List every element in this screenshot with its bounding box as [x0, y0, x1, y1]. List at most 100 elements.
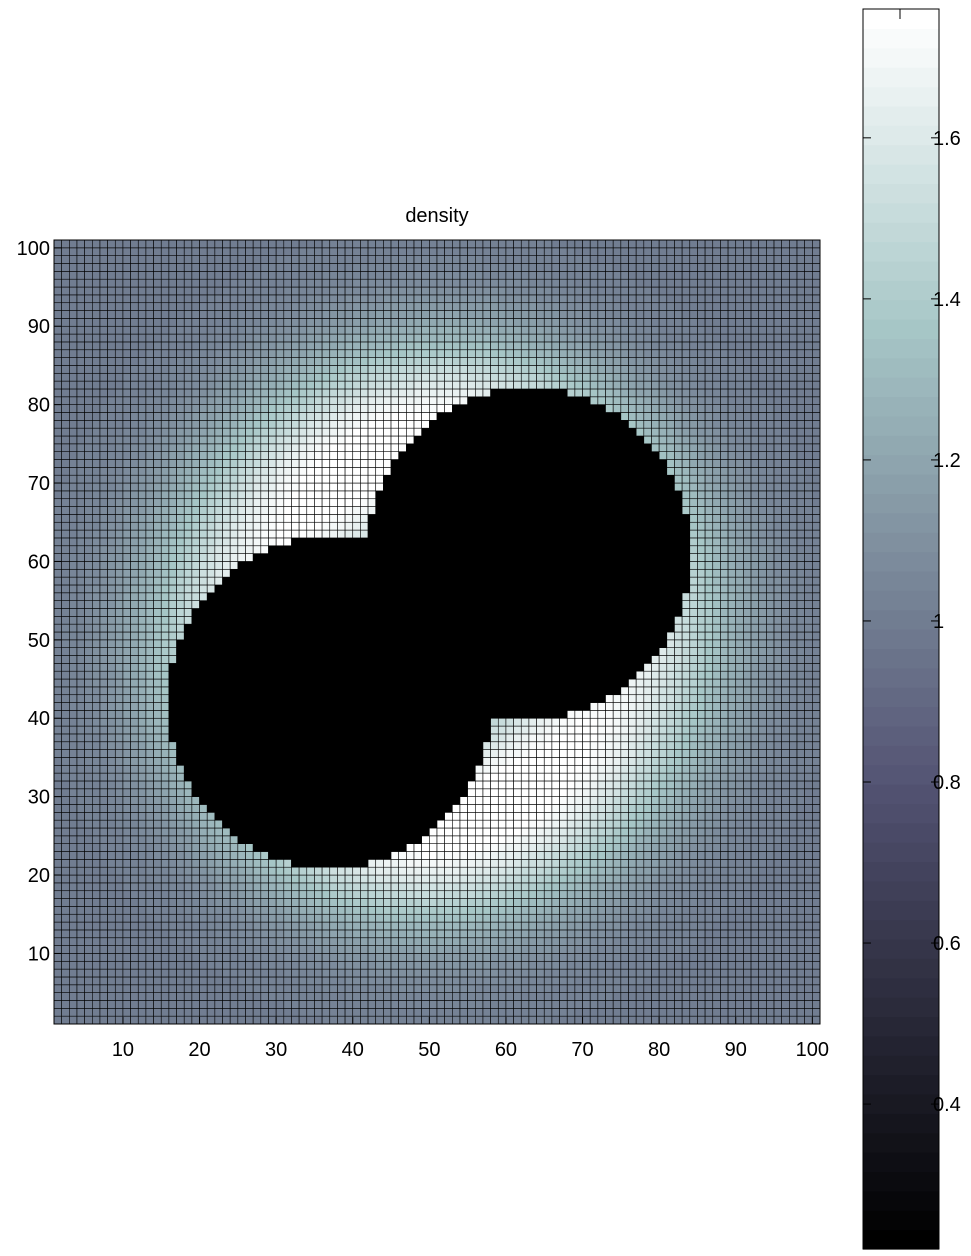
heatmap-cell	[490, 882, 499, 892]
heatmap-cell	[176, 913, 185, 923]
heatmap-cell	[566, 953, 576, 962]
heatmap-cell	[750, 710, 760, 719]
heatmap-cell	[528, 992, 537, 1001]
heatmap-cell	[367, 733, 377, 743]
heatmap-cell	[551, 788, 560, 797]
heatmap-cell	[429, 913, 438, 923]
heatmap-cell	[674, 639, 683, 648]
heatmap-cell	[635, 757, 645, 766]
heatmap-cell	[643, 717, 652, 727]
heatmap-cell	[551, 670, 560, 680]
heatmap-cell	[582, 929, 591, 939]
heatmap-cell	[459, 663, 468, 672]
heatmap-cell	[536, 796, 545, 805]
heatmap-cell	[375, 835, 384, 844]
heatmap-cell	[459, 694, 468, 703]
heatmap-cell	[421, 757, 430, 766]
heatmap-cell	[329, 639, 338, 648]
heatmap-cell	[536, 686, 545, 696]
heatmap-cell	[459, 859, 468, 868]
heatmap-cell	[720, 945, 729, 954]
heatmap-cell	[773, 921, 782, 931]
heatmap-cell	[245, 960, 254, 970]
heatmap-cell	[750, 851, 760, 860]
heatmap-cell	[452, 796, 461, 805]
heatmap-cell	[306, 764, 315, 774]
heatmap-cell	[153, 859, 162, 868]
heatmap-cell	[390, 819, 400, 829]
heatmap-cell	[429, 764, 438, 774]
heatmap-cell	[482, 835, 491, 844]
heatmap-cell	[283, 796, 292, 805]
heatmap-cell	[689, 851, 698, 860]
heatmap-cell	[444, 796, 453, 805]
heatmap-cell	[796, 764, 805, 774]
heatmap-cell	[413, 647, 422, 656]
heatmap-cell	[413, 796, 422, 805]
heatmap-cell	[114, 710, 124, 719]
heatmap-cell	[229, 741, 239, 750]
heatmap-cell	[337, 780, 346, 790]
heatmap-cell	[429, 960, 438, 970]
heatmap-cell	[620, 984, 629, 993]
heatmap-cell	[298, 960, 308, 970]
heatmap-cell	[666, 694, 675, 703]
heatmap-cell	[306, 694, 315, 703]
heatmap-cell	[153, 921, 162, 931]
heatmap-cell	[114, 1000, 124, 1009]
heatmap-cell	[789, 921, 798, 931]
heatmap-cell	[275, 749, 285, 758]
heatmap-cell	[306, 788, 315, 797]
heatmap-cell	[283, 866, 292, 876]
heatmap-cell	[528, 819, 537, 829]
heatmap-cell	[206, 796, 216, 805]
heatmap-cell	[69, 670, 78, 680]
heatmap-cell	[268, 788, 277, 797]
heatmap-cell	[237, 655, 246, 664]
heatmap-cell	[337, 945, 346, 954]
heatmap-cell	[145, 953, 154, 962]
heatmap-cell	[206, 929, 216, 939]
heatmap-cell	[704, 694, 714, 703]
heatmap-cell	[107, 631, 116, 641]
heatmap-cell	[750, 866, 760, 876]
heatmap-cell	[758, 1015, 767, 1025]
heatmap-cell	[758, 921, 767, 931]
heatmap-cell	[413, 804, 422, 813]
heatmap-cell	[429, 749, 438, 758]
heatmap-cell	[222, 968, 231, 978]
heatmap-cell	[635, 686, 645, 696]
heatmap-cell	[482, 859, 491, 868]
heatmap-cell	[766, 694, 775, 703]
heatmap-cell	[390, 898, 400, 907]
heatmap-cell	[720, 992, 729, 1001]
heatmap-cell	[199, 647, 208, 656]
heatmap-cell	[413, 670, 422, 680]
heatmap-cell	[260, 702, 269, 711]
heatmap-cell	[789, 702, 798, 711]
heatmap-cell	[766, 741, 775, 750]
heatmap-cell	[298, 757, 308, 766]
heatmap-cell	[812, 984, 821, 993]
heatmap-cell	[482, 819, 491, 829]
heatmap-cell	[612, 670, 622, 680]
heatmap-cell	[268, 898, 277, 907]
heatmap-cell	[229, 929, 239, 939]
heatmap-cell	[206, 937, 216, 946]
heatmap-cell	[666, 835, 675, 844]
heatmap-cell	[566, 686, 576, 696]
heatmap-cell	[743, 953, 752, 962]
heatmap-cell	[574, 859, 583, 868]
heatmap-cell	[574, 710, 583, 719]
heatmap-cell	[275, 788, 285, 797]
heatmap-cell	[375, 913, 384, 923]
heatmap-cell	[582, 890, 591, 899]
heatmap-cell	[628, 898, 637, 907]
heatmap-cell	[69, 710, 78, 719]
heatmap-cell	[528, 921, 537, 931]
heatmap-cell	[620, 647, 629, 656]
heatmap-cell	[750, 929, 760, 939]
heatmap-cell	[467, 984, 476, 993]
heatmap-cell	[291, 968, 300, 978]
heatmap-cell	[520, 890, 530, 899]
